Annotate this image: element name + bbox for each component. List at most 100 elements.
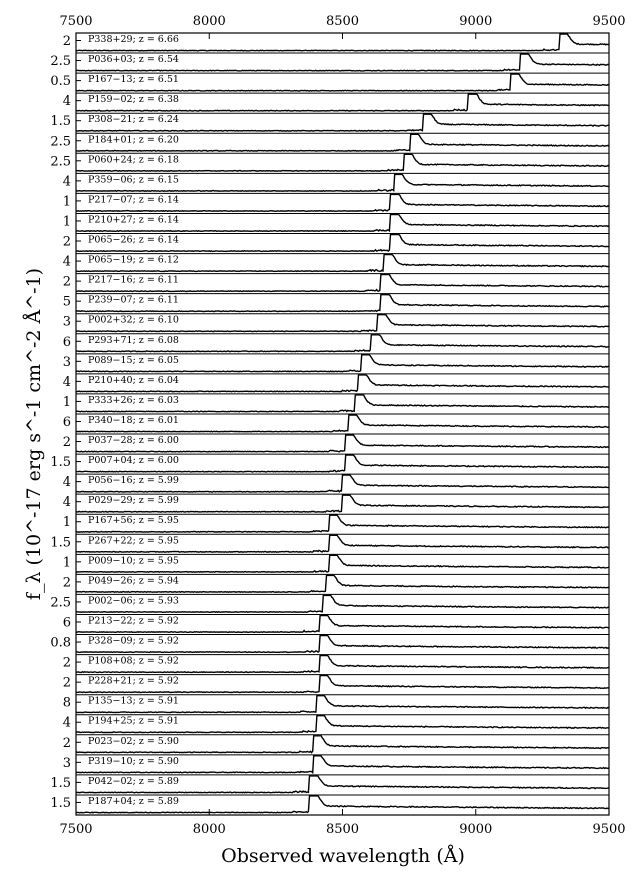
x-tick-label-top: 9000 xyxy=(459,14,492,29)
spectrum-line xyxy=(75,273,610,293)
spectrum-panel: P194+25; z = 5.91 4 xyxy=(63,714,610,734)
spectrum-panel: P037−28; z = 6.00 2 xyxy=(63,433,610,453)
spectrum-panel: P217−07; z = 6.14 1 xyxy=(63,192,610,213)
spectrum-line xyxy=(75,674,610,694)
panel-label: P065−26; z = 6.14 xyxy=(88,235,179,246)
spectrum-line xyxy=(76,534,610,553)
panel-label: P108+08; z = 5.92 xyxy=(88,656,179,667)
spectrum-line xyxy=(75,715,610,734)
spectrum-line xyxy=(75,334,610,353)
panel-label: P217−16; z = 6.11 xyxy=(88,275,179,286)
panel-label: P359−06; z = 6.15 xyxy=(88,174,179,185)
spectrum-line xyxy=(75,314,610,333)
y-tick-label: 2 xyxy=(63,656,71,671)
spectrum-line xyxy=(75,53,610,72)
spectrum-line xyxy=(76,113,609,132)
panel-label: P089−15; z = 6.05 xyxy=(88,355,179,366)
panel-label: P210+40; z = 6.04 xyxy=(88,375,179,386)
panel-label: P159−02; z = 6.38 xyxy=(88,94,179,105)
y-tick-label: 2.5 xyxy=(50,54,71,69)
panel-label: P029−29; z = 5.99 xyxy=(88,495,179,506)
spectrum-line xyxy=(75,193,610,213)
x-tick-label-top: 8000 xyxy=(193,14,226,29)
y-tick-label: 0.8 xyxy=(50,636,71,651)
spectrum-line xyxy=(76,414,610,433)
y-tick-label: 2.5 xyxy=(50,595,71,610)
panel-label: P213−22; z = 5.92 xyxy=(88,615,179,626)
spectrum-panel: P328−09; z = 5.92 0.8 xyxy=(50,634,610,654)
spectrum-line xyxy=(75,354,610,373)
y-tick-label: 1.5 xyxy=(50,455,71,470)
spectrum-panel: P228+21; z = 5.92 2 xyxy=(63,674,610,694)
panel-label: P049−26; z = 5.94 xyxy=(88,575,179,586)
spectrum-panel: P210+27; z = 6.14 1 xyxy=(63,212,610,233)
spectrum-panel: P187+04; z = 5.89 1.5 xyxy=(50,794,610,814)
y-tick-label: 3 xyxy=(63,355,71,370)
y-tick-label: 1.5 xyxy=(50,796,71,811)
y-axis-label: f_λ (10^-17 erg s^-1 cm^-2 Å^-1) xyxy=(23,268,45,600)
spectrum-line xyxy=(75,133,610,152)
spectrum-line xyxy=(75,33,609,52)
spectrum-line xyxy=(75,374,610,393)
y-tick-label: 5 xyxy=(63,295,71,310)
spectrum-line xyxy=(75,775,610,794)
spectrum-panel: P184+01; z = 6.20 2.5 xyxy=(50,132,610,152)
spectrum-panel: P002+32; z = 6.10 3 xyxy=(63,313,610,333)
spectrum-panel: P308−21; z = 6.24 1.5 xyxy=(50,112,609,132)
panel-label: P293+71; z = 6.08 xyxy=(88,335,179,346)
spectrum-line xyxy=(75,253,610,273)
y-tick-label: 1 xyxy=(63,395,71,410)
y-tick-label: 1 xyxy=(63,194,71,209)
panel-label: P184+01; z = 6.20 xyxy=(88,134,179,145)
spectrum-panel: P217−16; z = 6.11 2 xyxy=(63,273,610,293)
spectrum-panel: P267+22; z = 5.95 1.5 xyxy=(50,533,610,553)
panel-label: P308−21; z = 6.24 xyxy=(88,114,179,125)
spectrum-line xyxy=(76,233,610,253)
panel-label: P135−13; z = 5.91 xyxy=(88,696,179,707)
panel-label: P036+03; z = 6.54 xyxy=(88,54,179,65)
spectrum-panel: P333+26; z = 6.03 1 xyxy=(63,393,610,413)
spectrum-line xyxy=(75,795,610,814)
y-tick-label: 2 xyxy=(63,34,71,49)
spectrum-panel: P060+24; z = 6.18 2.5 xyxy=(50,152,610,172)
y-tick-label: 2.5 xyxy=(50,134,71,149)
spectrum-line xyxy=(75,574,610,593)
panel-label: P194+25; z = 5.91 xyxy=(88,716,179,727)
y-tick-label: 0.5 xyxy=(50,74,71,89)
panel-label: P007+04; z = 6.00 xyxy=(88,455,179,466)
y-tick-label: 1.5 xyxy=(50,776,71,791)
spectrum-panel: P359−06; z = 6.15 4 xyxy=(63,172,610,193)
spectrum-line xyxy=(75,454,610,473)
spectrum-panel: P210+40; z = 6.04 4 xyxy=(63,373,610,393)
spectrum-panel: P009−10; z = 5.95 1 xyxy=(63,553,610,573)
spectrum-line xyxy=(75,494,610,513)
y-tick-label: 1 xyxy=(63,214,71,229)
panel-label: P340−18; z = 6.01 xyxy=(88,415,179,426)
panel-label: P187+04; z = 5.89 xyxy=(88,796,179,807)
panel-label: P338+29; z = 6.66 xyxy=(88,34,179,45)
y-tick-label: 2 xyxy=(63,736,71,751)
spectrum-line xyxy=(76,654,610,674)
x-tick-label-bottom: 9000 xyxy=(459,822,492,837)
panel-label: P217−07; z = 6.14 xyxy=(88,194,179,205)
spectrum-line xyxy=(75,93,610,112)
y-tick-label: 4 xyxy=(63,495,71,510)
y-tick-label: 1 xyxy=(63,515,71,530)
panel-label: P167+56; z = 5.95 xyxy=(88,515,179,526)
panel-label: P065−19; z = 6.12 xyxy=(88,255,179,266)
spectrum-line xyxy=(75,634,610,654)
spectrum-panel: P340−18; z = 6.01 6 xyxy=(63,413,610,433)
panel-label: P002−06; z = 5.93 xyxy=(88,595,179,606)
y-tick-label: 1.5 xyxy=(50,535,71,550)
y-tick-label: 2 xyxy=(63,435,71,450)
spectrum-panel: P293+71; z = 6.08 6 xyxy=(63,333,610,353)
panel-label: P042−02; z = 5.89 xyxy=(88,776,179,787)
y-tick-label: 4 xyxy=(63,94,71,109)
y-tick-label: 2 xyxy=(63,676,71,691)
panel-label: P210+27; z = 6.14 xyxy=(88,214,179,225)
spectrum-line xyxy=(76,735,610,754)
x-tick-label-bottom: 7500 xyxy=(59,822,92,837)
x-axis-label: Observed wavelength (Å) xyxy=(221,845,465,867)
panel-label: P002+32; z = 6.10 xyxy=(88,315,179,326)
